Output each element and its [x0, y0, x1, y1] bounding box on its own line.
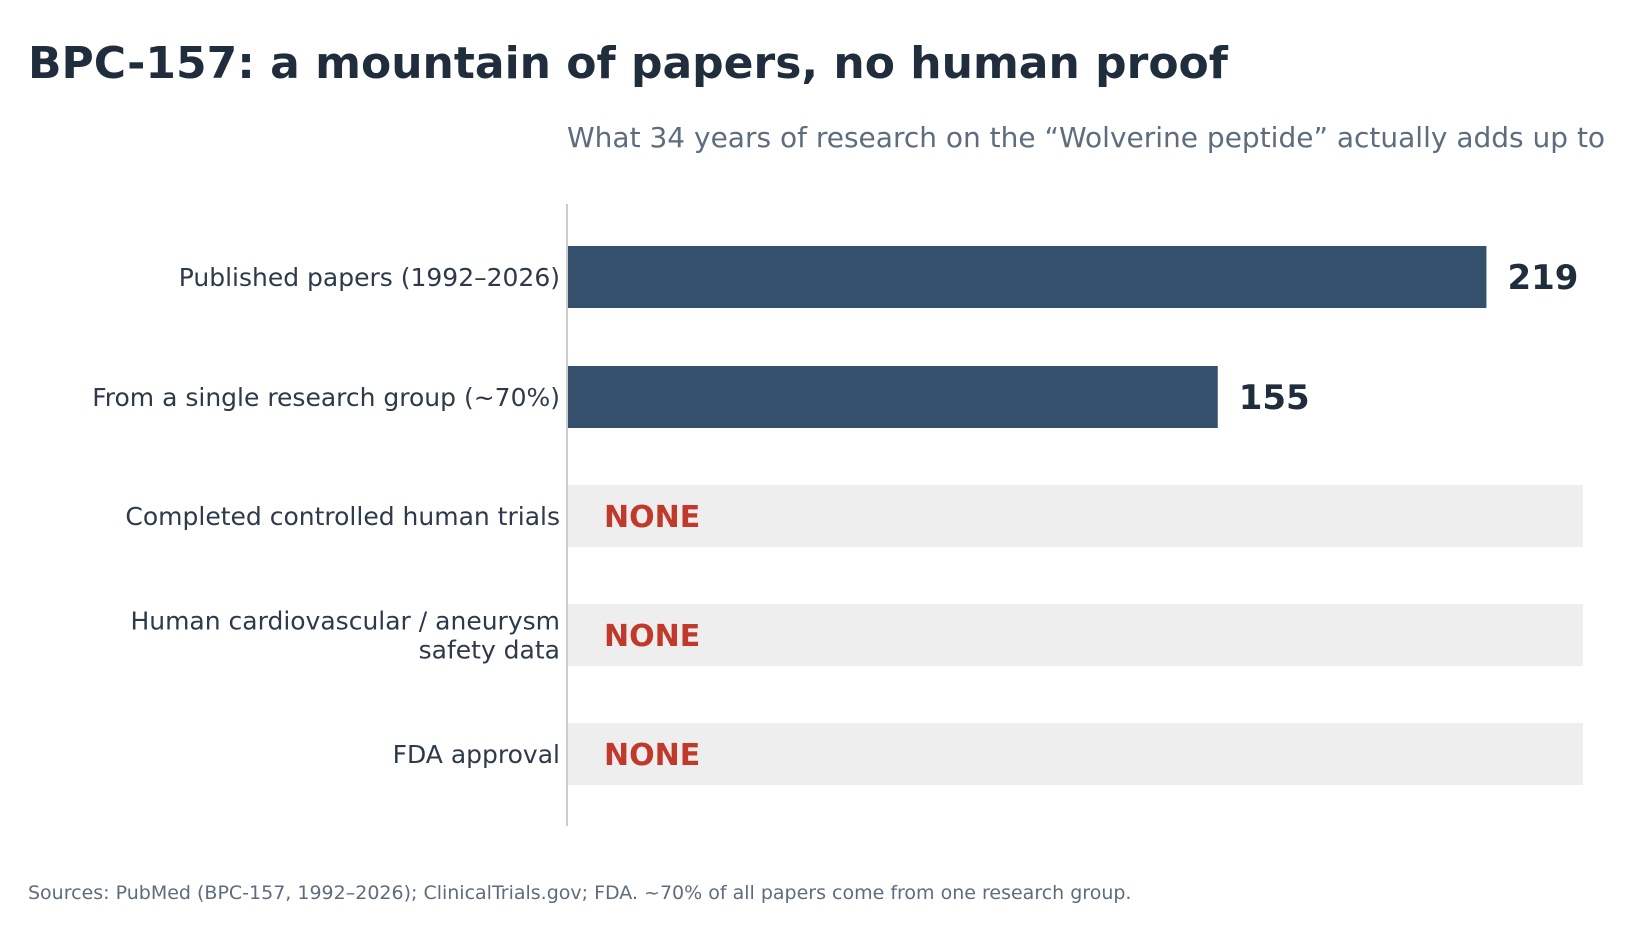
- category-label: FDA approval: [393, 740, 560, 769]
- bar-value-label: 219: [1507, 258, 1578, 298]
- source-note: Sources: PubMed (BPC-157, 1992–2026); Cl…: [28, 882, 1132, 904]
- none-band: [567, 604, 1583, 666]
- none-band: [567, 723, 1583, 785]
- chart-title: BPC-157: a mountain of papers, no human …: [28, 38, 1228, 89]
- none-band: [567, 485, 1583, 547]
- none-label: NONE: [604, 500, 700, 535]
- bar: [567, 366, 1218, 428]
- bar-value-label: 155: [1239, 378, 1310, 418]
- category-label: From a single research group (~70%): [92, 383, 560, 412]
- chart-subtitle: What 34 years of research on the “Wolver…: [567, 121, 1606, 154]
- none-label: NONE: [604, 738, 700, 773]
- none-label: NONE: [604, 619, 700, 654]
- category-label: Human cardiovascular / aneurysm safety da…: [130, 607, 560, 665]
- bar: [567, 246, 1487, 308]
- category-label: Published papers (1992–2026): [179, 263, 560, 292]
- category-label: Completed controlled human trials: [125, 502, 560, 531]
